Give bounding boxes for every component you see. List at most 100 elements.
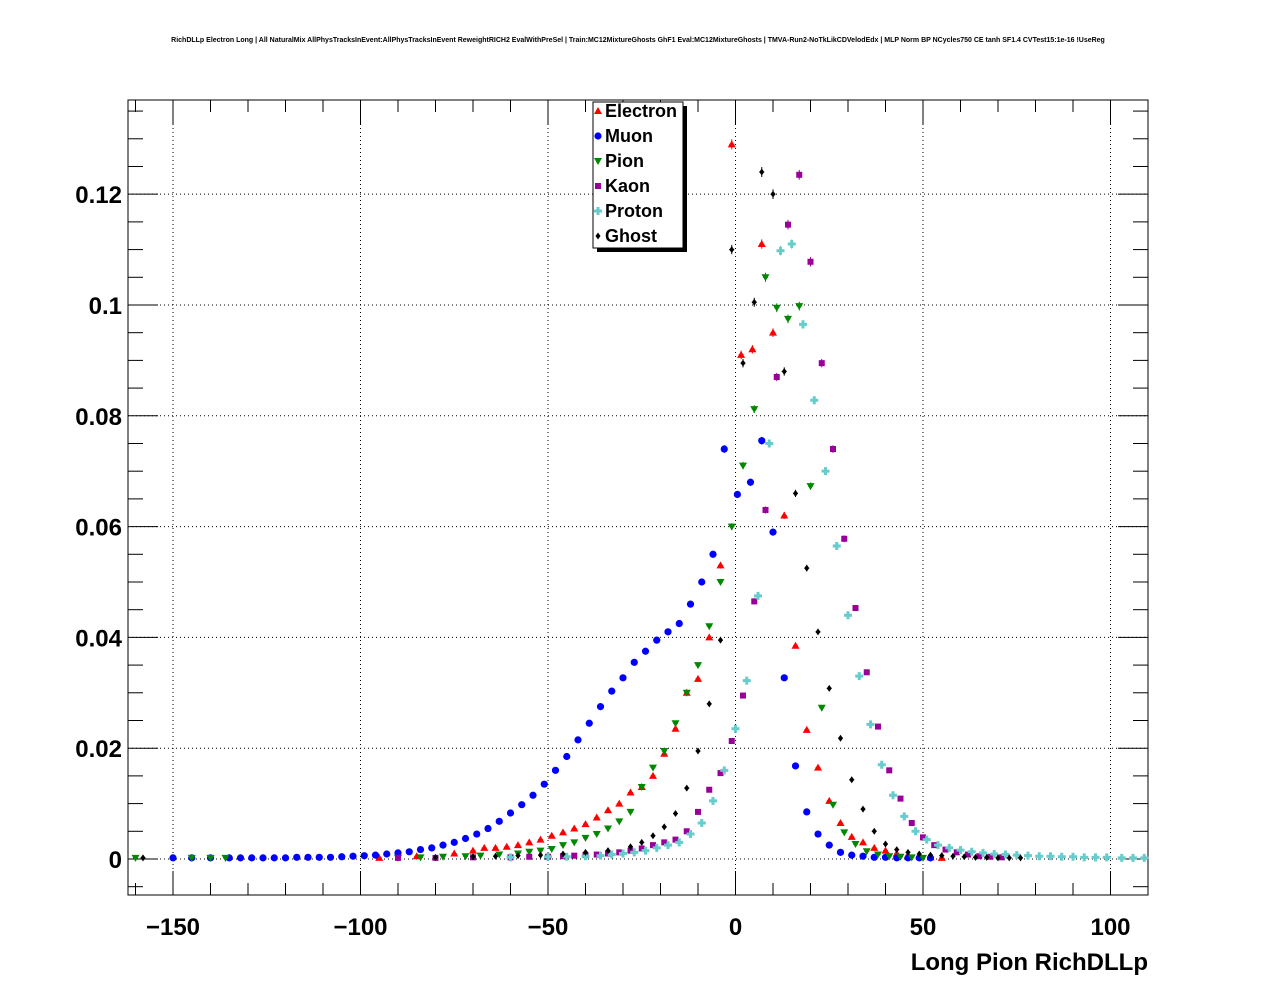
data-point — [706, 700, 712, 708]
data-point — [757, 240, 766, 248]
data-point — [592, 813, 601, 821]
data-point — [731, 724, 740, 733]
data-point — [862, 848, 871, 856]
data-point — [630, 848, 639, 857]
y-tick-label: 0.12 — [75, 182, 122, 209]
data-point — [1001, 850, 1010, 859]
data-point — [1140, 853, 1149, 862]
y-tick-label: 0.06 — [75, 515, 122, 542]
data-point — [649, 764, 657, 772]
data-point — [649, 771, 657, 779]
series-kaon — [395, 169, 1005, 861]
data-point — [673, 810, 678, 818]
data-point — [802, 725, 811, 733]
data-point — [206, 854, 215, 862]
data-point — [807, 258, 814, 265]
data-point — [187, 854, 196, 862]
data-point — [720, 766, 729, 775]
data-point — [563, 752, 571, 761]
data-point — [804, 564, 810, 572]
y-tick-label: 0.04 — [75, 625, 122, 652]
data-point — [529, 791, 537, 799]
data-point — [716, 578, 725, 586]
data-point — [761, 274, 770, 282]
data-point — [664, 841, 672, 850]
data-point — [849, 776, 855, 784]
data-point — [439, 841, 447, 849]
x-tick-label: −150 — [146, 914, 200, 941]
data-point — [748, 345, 757, 353]
data-point — [1129, 853, 1137, 862]
data-point — [671, 720, 680, 728]
data-point — [785, 221, 791, 228]
data-point — [592, 831, 601, 839]
data-point — [920, 834, 926, 841]
data-point — [1069, 852, 1077, 861]
data-point — [817, 704, 826, 712]
series-muon — [169, 436, 935, 862]
data-point — [795, 303, 804, 311]
data-point — [905, 848, 911, 856]
data-point — [660, 747, 669, 755]
data-point — [416, 845, 425, 854]
data-point — [773, 374, 780, 381]
data-point — [536, 835, 545, 843]
legend-label: Kaon — [605, 176, 650, 196]
data-point — [547, 831, 556, 839]
data-point — [304, 853, 312, 861]
data-point — [780, 511, 789, 519]
data-point — [652, 843, 661, 852]
data-point — [562, 852, 571, 861]
data-point — [433, 853, 438, 861]
data-point — [787, 240, 796, 249]
data-point — [762, 506, 769, 513]
data-point — [841, 535, 848, 542]
legend-marker — [594, 207, 602, 215]
data-point — [131, 854, 140, 862]
legend-label: Ghost — [605, 226, 657, 246]
legend-marker — [594, 107, 602, 114]
data-point — [863, 669, 870, 676]
data-point — [953, 849, 960, 856]
data-point — [922, 835, 931, 844]
data-point — [883, 840, 888, 848]
data-point — [695, 808, 701, 815]
data-point — [860, 805, 866, 813]
data-point — [495, 817, 503, 825]
legend-marker — [594, 158, 602, 165]
data-point — [877, 760, 886, 769]
data-point — [570, 839, 579, 847]
data-point — [694, 674, 702, 682]
data-point — [596, 703, 605, 711]
data-point — [754, 591, 762, 600]
data-point — [450, 838, 458, 846]
data-point — [727, 140, 736, 148]
data-point — [383, 850, 391, 858]
data-point — [1102, 853, 1111, 862]
data-point — [803, 808, 811, 816]
data-point — [514, 841, 522, 849]
data-point — [637, 783, 646, 791]
data-point — [740, 359, 746, 367]
data-point — [815, 628, 821, 636]
data-point — [852, 605, 859, 612]
data-point — [967, 847, 976, 856]
data-point — [684, 784, 690, 792]
axes: −150 −100 −50 0 50 100 0 0.02 0.04 0.06 0.08 0.1 0.1… — [75, 99, 1149, 941]
data-point — [810, 396, 819, 405]
data-point — [551, 766, 560, 774]
x-tick-label: 100 — [1090, 914, 1130, 941]
data-point — [896, 853, 905, 861]
data-point — [698, 578, 706, 586]
data-point — [473, 830, 481, 838]
grid-lines — [128, 100, 1148, 895]
data-point — [956, 846, 965, 855]
data-point — [976, 853, 983, 860]
data-point — [581, 834, 590, 842]
data-point — [1046, 852, 1055, 861]
data-point — [829, 801, 837, 809]
data-point — [950, 852, 956, 860]
data-point — [705, 633, 714, 641]
data-point — [570, 824, 579, 832]
data-point — [682, 689, 691, 697]
